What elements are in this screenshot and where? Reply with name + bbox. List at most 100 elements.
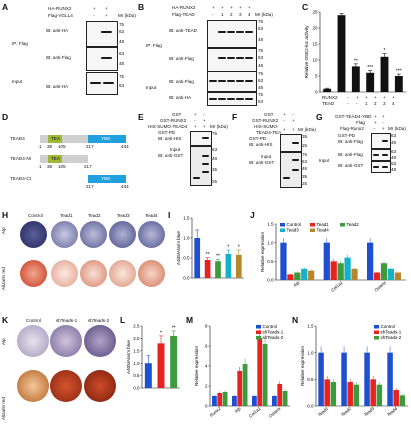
row-label: GST-RUNX2 — [160, 118, 187, 123]
panel-letter-f: F — [232, 112, 238, 122]
tick: 1 — [39, 164, 42, 169]
category-label: Col1a1 — [248, 406, 262, 419]
panel-letter-a: A — [2, 2, 9, 12]
y-tick-label: 1.5 — [183, 216, 190, 221]
blot-label: IB: anti-Flag — [46, 55, 71, 60]
legend-label: Tead1 — [317, 222, 330, 227]
blot-label: GST-PD — [249, 136, 267, 141]
blot-left-label: IP: Flag — [12, 41, 28, 46]
legend-swatch — [280, 228, 285, 232]
bar — [204, 260, 211, 278]
marker: 63 — [212, 147, 218, 152]
bar — [399, 395, 406, 406]
category-label: Tead3 — [363, 406, 376, 418]
bar — [215, 261, 221, 278]
western-blot — [371, 149, 391, 161]
y-tick-label: 1.5 — [133, 348, 140, 353]
y-tick-label: 1.5 — [267, 222, 274, 227]
blot-label: IB: anti-HA — [169, 95, 192, 100]
category-label: Runx2 — [209, 406, 222, 418]
sign: 2 — [374, 101, 377, 106]
bar — [387, 268, 395, 280]
blot-label: IB: anti-HA — [46, 28, 69, 33]
sign: + — [194, 112, 197, 117]
blot-label: IB: anti-GST — [338, 163, 364, 168]
bar — [373, 272, 381, 280]
alp-well — [80, 221, 107, 248]
bar — [294, 272, 301, 280]
legend-swatch — [256, 336, 261, 340]
y-tick-label: 4 — [205, 364, 208, 369]
legend-label: shTeads-1 — [381, 330, 402, 335]
marker: 63 — [258, 78, 264, 83]
y-tick-label: 1.0 — [133, 361, 140, 366]
marker: 63 — [258, 26, 264, 31]
sign: - — [292, 112, 294, 117]
sign: - — [347, 101, 349, 106]
bar — [387, 352, 393, 406]
marker: 48 — [119, 39, 125, 44]
western-blot — [207, 92, 257, 106]
panel-letter-g: G — [316, 112, 323, 122]
blot-label: GST-PD — [338, 133, 356, 138]
marker: 63 — [119, 51, 125, 56]
western-blot — [207, 48, 257, 72]
sign: + — [248, 5, 251, 10]
column-label: Tead3 — [117, 213, 130, 218]
legend-label: Tead4 — [317, 228, 330, 233]
marker: 75 — [119, 22, 125, 27]
alp-well — [50, 325, 82, 357]
sign: - — [374, 126, 376, 131]
legend-swatch — [310, 223, 315, 227]
tea-domain: TEA — [48, 135, 62, 143]
mr-label: Mr (kDa) — [298, 127, 316, 132]
bar — [323, 242, 330, 280]
tick: 434 — [121, 144, 129, 149]
y-tick-label: 1.0 — [183, 236, 190, 241]
bar — [337, 15, 346, 93]
bar — [344, 257, 351, 280]
legend-swatch — [256, 325, 261, 329]
row-label: Flag — [356, 120, 365, 125]
sign: + — [221, 5, 224, 10]
sign: 1 — [365, 101, 368, 106]
column-label: Tead4 — [145, 213, 158, 218]
marker: 63 — [302, 159, 308, 164]
bar — [144, 363, 152, 388]
sign: - — [347, 95, 349, 100]
blot-label: Input — [170, 147, 181, 152]
western-blot — [371, 161, 391, 173]
row-label: GST — [264, 112, 274, 117]
legend-label: Control — [381, 324, 396, 329]
tick: 105 — [58, 164, 66, 169]
blot-label: IB: anti-Flag — [338, 139, 363, 144]
bar — [318, 352, 324, 406]
marker: 75 — [258, 92, 264, 97]
significance-label: *** — [396, 69, 402, 75]
marker: 75 — [258, 48, 264, 53]
y-axis-label: Relative expression — [300, 346, 305, 387]
panel-letter-c: C — [302, 2, 309, 12]
bar — [277, 384, 283, 406]
significance-label: * — [160, 330, 162, 336]
row-label: Alizarin red — [1, 397, 6, 420]
legend-swatch — [340, 223, 345, 227]
legend-label: Tead2 — [347, 222, 360, 227]
tick: 1 — [39, 144, 42, 149]
bar — [376, 384, 383, 406]
panel-letter-h: H — [2, 210, 9, 220]
legend-label: Control — [287, 222, 302, 227]
column-label: Control — [26, 318, 41, 323]
bar — [194, 238, 201, 278]
alp-well — [51, 221, 78, 248]
marker: 75 — [302, 152, 308, 157]
marker: 48 — [212, 156, 218, 161]
sign: - — [93, 13, 95, 18]
row-label: GST — [172, 112, 182, 117]
panel-letter-b: B — [138, 2, 145, 12]
alizarin-well — [84, 370, 116, 402]
bar — [232, 396, 237, 406]
blot-left-label: Input — [12, 79, 23, 84]
